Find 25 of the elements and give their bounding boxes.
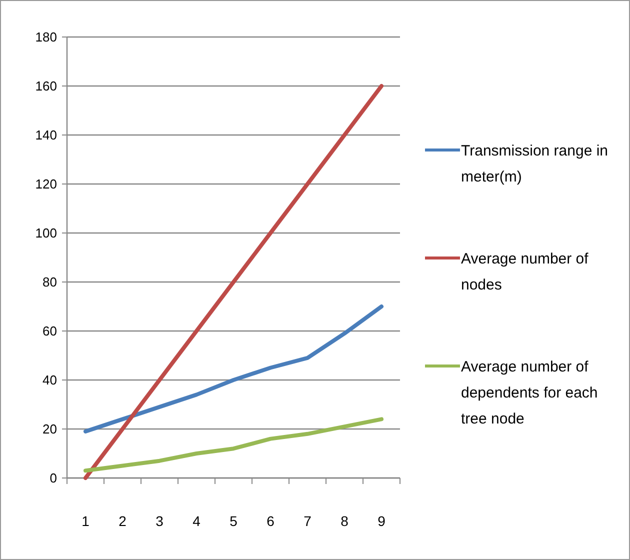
y-tick-label: 160 [35,78,57,94]
x-tick-label: 8 [340,513,349,529]
legend-label: Transmission range in meter(m) [461,142,608,186]
legend-label: Average number of dependents for each tree node [461,358,598,428]
line-series [84,84,384,480]
y-tick-label: 140 [35,128,57,143]
y-tick-label: 60 [42,324,57,339]
x-tick-label: 7 [304,513,312,529]
x-tick-label: 3 [156,513,164,529]
y-tick-label: 120 [35,176,57,192]
line-series [84,417,384,473]
x-tick-label: 1 [82,513,90,529]
y-tick-label: 80 [42,274,57,290]
x-tick-label: 6 [266,513,275,529]
x-tick-label: 2 [118,513,127,529]
y-tick-label: 180 [35,30,57,45]
x-tick-label: 5 [230,513,238,529]
y-tick-label: 0 [50,470,57,486]
y-tick-label: 40 [42,372,57,388]
y-tick-label: 20 [42,422,57,437]
legend-label: Average number of nodes [461,250,590,294]
x-tick-label: 4 [192,513,201,529]
y-tick-label: 100 [35,226,57,241]
line-series [84,304,384,434]
x-tick-label: 9 [378,513,386,529]
